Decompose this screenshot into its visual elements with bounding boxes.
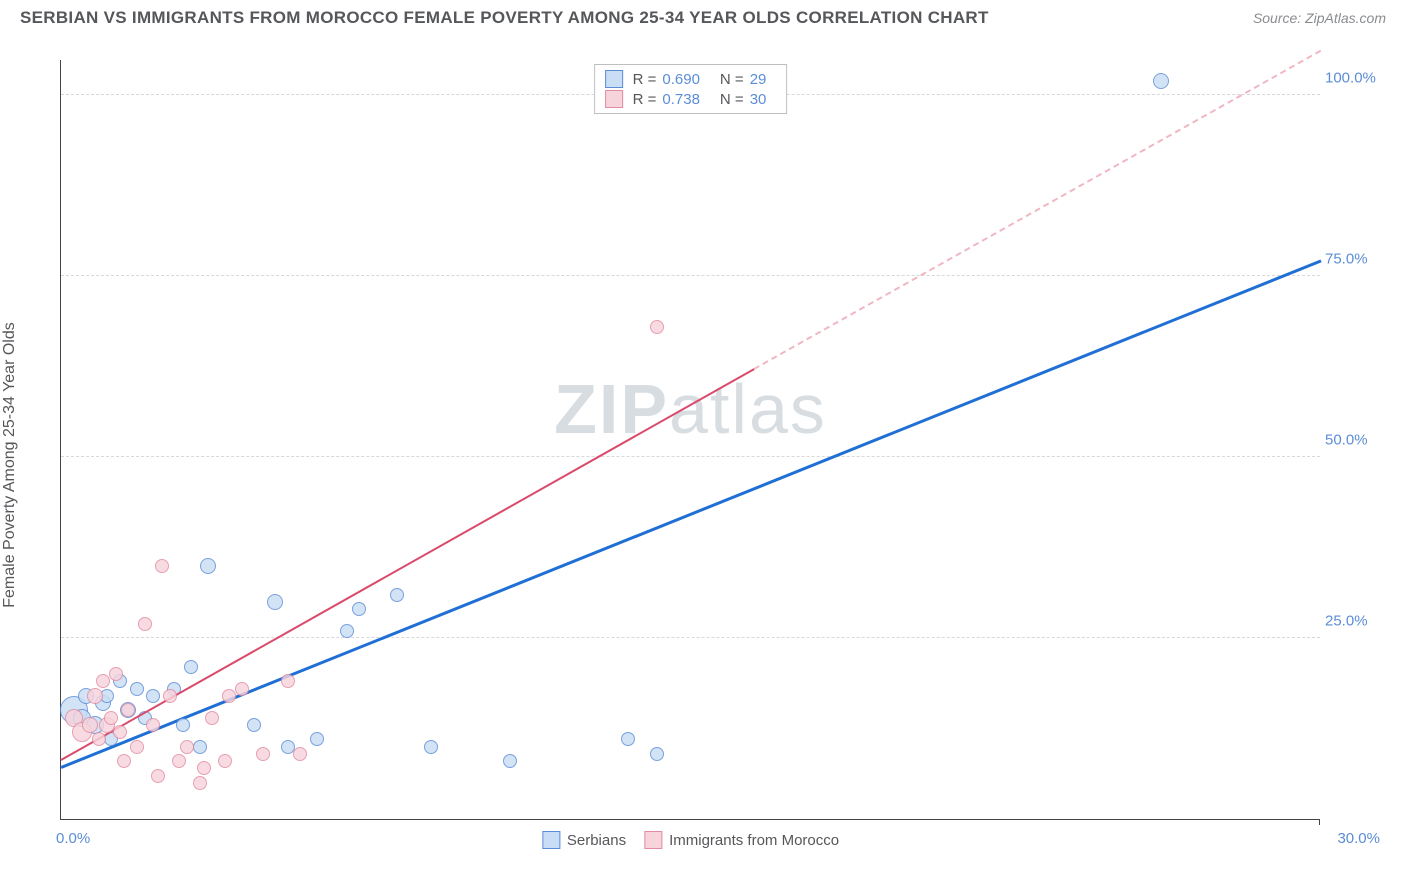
- data-point: [424, 740, 438, 754]
- data-point: [146, 689, 160, 703]
- legend-item: Immigrants from Morocco: [644, 831, 839, 849]
- data-point: [1153, 73, 1169, 89]
- gridline: [61, 275, 1320, 276]
- data-point: [205, 711, 219, 725]
- legend-n-value: 29: [750, 71, 767, 88]
- chart-title: SERBIAN VS IMMIGRANTS FROM MOROCCO FEMAL…: [20, 8, 989, 28]
- data-point: [621, 732, 635, 746]
- data-point: [200, 558, 216, 574]
- data-point: [138, 617, 152, 631]
- legend-r-label: R =: [633, 91, 657, 108]
- y-axis-label: Female Poverty Among 25-34 Year Olds: [1, 322, 19, 608]
- data-point: [180, 740, 194, 754]
- chart-container: Female Poverty Among 25-34 Year Olds ZIP…: [20, 45, 1390, 885]
- data-point: [218, 754, 232, 768]
- gridline: [61, 637, 1320, 638]
- watermark: ZIPatlas: [554, 369, 827, 449]
- legend-series-name: Immigrants from Morocco: [669, 832, 839, 849]
- y-tick-label: 25.0%: [1325, 613, 1380, 630]
- chart-source: Source: ZipAtlas.com: [1253, 10, 1386, 26]
- data-point: [256, 747, 270, 761]
- legend-item: Serbians: [542, 831, 626, 849]
- gridline: [61, 456, 1320, 457]
- data-point: [82, 717, 98, 733]
- legend-swatch: [605, 90, 623, 108]
- data-point: [87, 688, 103, 704]
- data-point: [222, 689, 236, 703]
- data-point: [352, 602, 366, 616]
- data-point: [340, 624, 354, 638]
- data-point: [109, 667, 123, 681]
- data-point: [121, 703, 135, 717]
- trend-line: [61, 259, 1322, 768]
- plot-area: ZIPatlas 25.0%50.0%75.0%100.0%0.0%30.0%R…: [60, 60, 1320, 820]
- data-point: [155, 559, 169, 573]
- data-point: [197, 761, 211, 775]
- data-point: [281, 674, 295, 688]
- legend-swatch: [644, 831, 662, 849]
- data-point: [193, 740, 207, 754]
- data-point: [267, 594, 283, 610]
- y-tick-label: 50.0%: [1325, 432, 1380, 449]
- data-point: [130, 740, 144, 754]
- legend-n-value: 30: [750, 91, 767, 108]
- x-tick-label: 0.0%: [56, 830, 90, 847]
- legend-swatch: [605, 70, 623, 88]
- data-point: [235, 682, 249, 696]
- data-point: [117, 754, 131, 768]
- correlation-legend: R = 0.690 N = 29 R = 0.738 N = 30: [594, 64, 788, 114]
- data-point: [650, 320, 664, 334]
- data-point: [247, 718, 261, 732]
- legend-row: R = 0.738 N = 30: [605, 89, 777, 109]
- legend-series-name: Serbians: [567, 832, 626, 849]
- chart-header: SERBIAN VS IMMIGRANTS FROM MOROCCO FEMAL…: [0, 0, 1406, 28]
- legend-row: R = 0.690 N = 29: [605, 69, 777, 89]
- legend-n-label: N =: [720, 71, 744, 88]
- data-point: [96, 674, 110, 688]
- legend-r-value: 0.690: [662, 71, 700, 88]
- data-point: [104, 711, 118, 725]
- data-point: [293, 747, 307, 761]
- data-point: [310, 732, 324, 746]
- data-point: [193, 776, 207, 790]
- data-point: [390, 588, 404, 602]
- data-point: [650, 747, 664, 761]
- x-tick-label: 30.0%: [1337, 830, 1380, 847]
- data-point: [113, 725, 127, 739]
- data-point: [176, 718, 190, 732]
- data-point: [184, 660, 198, 674]
- data-point: [151, 769, 165, 783]
- legend-r-label: R =: [633, 71, 657, 88]
- legend-swatch: [542, 831, 560, 849]
- legend-r-value: 0.738: [662, 91, 700, 108]
- legend-n-label: N =: [720, 91, 744, 108]
- data-point: [92, 732, 106, 746]
- data-point: [163, 689, 177, 703]
- data-point: [130, 682, 144, 696]
- data-point: [172, 754, 186, 768]
- trend-line-dashed: [754, 50, 1322, 370]
- data-point: [503, 754, 517, 768]
- y-tick-label: 100.0%: [1325, 70, 1380, 87]
- axis-tick: [1319, 819, 1320, 825]
- data-point: [146, 718, 160, 732]
- series-legend: Serbians Immigrants from Morocco: [542, 831, 839, 849]
- y-tick-label: 75.0%: [1325, 251, 1380, 268]
